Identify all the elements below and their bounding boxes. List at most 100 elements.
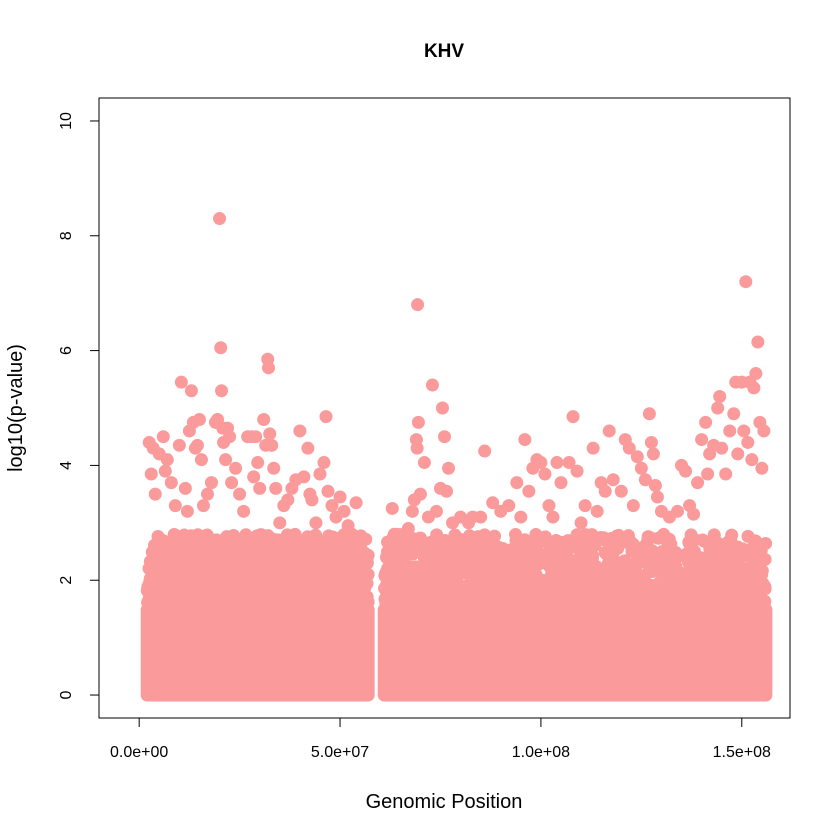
data-point [214,588,228,602]
data-point [535,532,549,546]
data-point [384,596,398,610]
data-point [393,539,407,553]
data-point [442,461,456,475]
data-point [325,592,339,606]
data-point [263,557,277,571]
data-point [641,595,655,609]
data-point [249,430,263,444]
data-point [263,570,277,584]
data-point [168,499,182,513]
y-tick-label: 2 [58,576,75,585]
data-point [634,461,648,475]
data-point [723,424,737,438]
data-point [194,453,208,467]
data-point [221,560,235,574]
data-point [328,571,342,585]
data-point [331,551,345,565]
data-point [337,504,351,518]
data-point [401,522,415,536]
data-point [438,430,451,444]
data-point [215,384,229,398]
data-point [317,456,331,470]
data-point [186,550,200,564]
data-point [265,438,279,452]
data-point [192,412,206,426]
data-point [675,596,689,610]
data-point [566,410,580,424]
data-point [168,571,182,585]
data-point [225,533,239,547]
data-point [273,516,287,530]
data-point [628,556,642,570]
data-point [732,568,746,582]
data-point [178,481,192,495]
data-point [197,532,211,546]
data-point [425,558,439,572]
data-point [321,484,335,498]
data-point [554,476,568,490]
y-axis: 0 2 4 6 8 10 [58,112,100,699]
data-point [223,430,237,444]
data-points [140,212,773,702]
data-point [741,586,755,600]
data-point [280,553,294,567]
data-point [251,456,265,470]
data-point [598,484,612,498]
data-point [701,467,715,481]
data-point [410,441,424,455]
data-point [602,424,616,438]
data-point [719,593,733,607]
data-point [705,593,719,607]
data-point [641,530,655,544]
data-point [618,582,632,596]
x-axis: 0.0e+00 5.0e+07 1.0e+08 1.5e+08 [110,717,771,761]
data-point [229,461,243,475]
data-point [381,571,395,585]
data-point [551,584,565,598]
data-point [233,487,247,501]
data-point [160,453,174,467]
data-point [293,424,307,438]
data-point [487,574,501,588]
data-point [711,401,725,415]
data-point [146,571,160,585]
data-point [561,596,575,610]
data-point [518,433,532,447]
data-point [185,571,199,585]
data-point [429,504,443,518]
data-point [741,435,755,449]
data-point [584,530,598,544]
data-point [144,467,158,481]
data-point [349,496,363,510]
data-point [546,510,560,524]
data-point [590,504,604,518]
data-point [200,487,214,501]
data-point [184,529,198,543]
data-point [247,470,261,484]
data-point [534,592,548,606]
data-point [622,441,636,455]
data-point [751,335,765,349]
data-point [405,504,419,518]
data-point [578,499,592,513]
data-point [158,584,172,598]
data-point [669,546,683,560]
data-point-cluster [377,603,773,702]
data-point [204,476,218,490]
data-point [564,566,578,580]
data-point [629,543,643,557]
data-point [319,410,333,424]
data-point [757,424,771,438]
data-point [640,541,654,555]
data-point [586,441,600,455]
y-tick-label: 8 [58,231,75,240]
data-point [648,479,662,492]
data-point [291,580,305,594]
data-point [167,546,181,560]
data-point [598,569,612,583]
data-point [616,562,630,576]
data-point [508,574,522,588]
x-axis-label: Genomic Position [366,791,523,813]
data-point [716,551,730,565]
data-point [611,542,625,556]
